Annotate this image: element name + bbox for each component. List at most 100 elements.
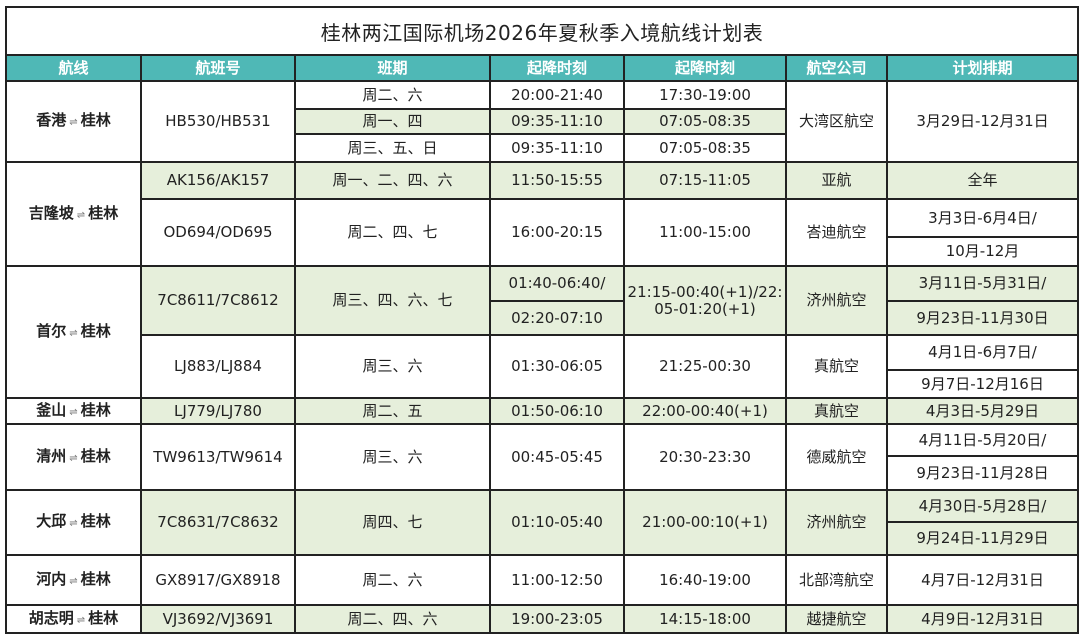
route-cell: 胡志明 ⇌ 桂林 <box>5 604 142 634</box>
table-row: 周一、四 09:35-11:10 07:05-08:35 <box>6 108 1078 135</box>
days-cell: 周一、二、四、六 <box>294 161 491 200</box>
table-row: 大邱 ⇌ 桂林 7C8631/7C8632 周四、七 01:10-05:40 21:… <box>5 489 1079 556</box>
days-cell: 周三、六 <box>294 423 491 491</box>
airline-cell: 德威航空 <box>785 423 888 491</box>
table-row: 釜山 ⇌ 桂林 LJ779/LJ780 周二、五 01:50-06:10 22:00… <box>5 397 1079 425</box>
time-a-cell: 19:00-23:05 <box>489 604 625 634</box>
table-row: 9月7日-12月16日 <box>6 369 1079 399</box>
time-a-cell: 01:10-05:40 <box>489 489 625 556</box>
route-cell: 大邱 ⇌ 桂林 <box>5 489 142 556</box>
time-b-cell: 11:00-15:00 <box>623 198 787 267</box>
flight-cell: VJ3692/VJ3691 <box>140 604 296 634</box>
route-to: 桂林 <box>88 203 119 222</box>
days-cell: 周二、五 <box>294 397 491 425</box>
time-b-cell: 21:25-00:30 <box>623 334 787 399</box>
route-from: 釜山 <box>36 400 67 419</box>
header-time-a: 起降时刻 <box>489 54 625 82</box>
airline-cell: 越捷航空 <box>785 604 888 634</box>
header-days: 班期 <box>294 54 491 82</box>
time-a-cell: 01:40-06:40/ <box>489 265 625 302</box>
flight-cell: TW9613/TW9614 <box>140 423 296 491</box>
period-cell: 4月3日-5月29日 <box>886 397 1079 425</box>
time-a-cell: 11:00-12:50 <box>489 554 625 606</box>
time-b-cell: 14:15-18:00 <box>623 604 787 634</box>
route-to: 桂林 <box>80 321 111 340</box>
header-route: 航线 <box>5 54 142 82</box>
period-cell: 3月3日-6月4日/ <box>886 198 1079 238</box>
days-cell: 周二、四、六 <box>294 604 491 634</box>
exchange-arrow-icon: ⇌ <box>76 209 86 221</box>
flight-cell: LJ779/LJ780 <box>140 397 296 425</box>
exchange-arrow-icon: ⇌ <box>69 406 78 418</box>
table-row: 首尔 ⇌ 桂林 7C8611/7C8612 周三、四、六、七 01:40-06:40… <box>5 265 1079 399</box>
header-airline: 航空公司 <box>785 54 888 82</box>
airline-cell: 济州航空 <box>785 489 888 556</box>
table-row: 9月23日-11月28日 <box>6 455 1079 491</box>
route-from: 胡志明 <box>28 608 74 627</box>
header-row: 航线 航班号 班期 起降时刻 起降时刻 航空公司 计划排期 <box>5 54 1079 82</box>
period-cell: 4月11日-5月20日/ <box>886 423 1079 457</box>
time-b-cell: 07:15-11:05 <box>623 161 787 200</box>
period-cell: 4月30日-5月28日/ <box>886 489 1079 523</box>
route-to: 桂林 <box>88 608 119 627</box>
flight-cell: LJ883/LJ884 <box>140 334 296 399</box>
table-row: 清州 ⇌ 桂林 TW9613/TW9614 周三、六 00:45-05:45 20:… <box>5 423 1079 491</box>
time-b-cell: 07:05-08:35 <box>623 133 787 163</box>
exchange-arrow-icon: ⇌ <box>69 452 78 464</box>
days-cell: 周三、四、六、七 <box>294 265 491 336</box>
flight-cell: 7C8631/7C8632 <box>140 489 296 556</box>
route-from: 清州 <box>36 446 67 465</box>
period-cell: 3月29日-12月31日 <box>886 80 1079 163</box>
period-cell: 9月23日-11月30日 <box>886 300 1079 336</box>
time-a-cell: 02:20-07:10 <box>489 300 625 336</box>
time-b-cell: 20:30-23:30 <box>623 423 787 491</box>
time-a-cell: 16:00-20:15 <box>489 198 625 267</box>
days-cell: 周二、六 <box>294 80 491 110</box>
flight-cell: OD694/OD695 <box>140 198 296 267</box>
days-cell: 周二、四、七 <box>294 198 491 267</box>
period-cell: 9月24日-11月29日 <box>886 521 1079 556</box>
airline-cell: 济州航空 <box>785 265 888 336</box>
table-row: 香港 ⇌ 桂林 HB530/HB531 周二、六 20:00-21:40 17:30… <box>5 80 1079 163</box>
table-row: 10月-12月 <box>6 236 1079 267</box>
airline-cell: 真航空 <box>785 334 888 399</box>
table-row: LJ883/LJ884 周三、六 01:30-06:05 21:25-00:30… <box>6 334 1079 399</box>
time-b-cell: 22:00-00:40(+1) <box>623 397 787 425</box>
route-to: 桂林 <box>80 512 111 530</box>
time-a-cell: 00:45-05:45 <box>489 423 625 491</box>
period-cell: 全年 <box>886 161 1079 200</box>
route-from: 首尔 <box>36 321 67 340</box>
flight-cell: 7C8611/7C8612 <box>140 265 296 336</box>
airline-cell: 北部湾航空 <box>785 554 888 606</box>
route-from: 大邱 <box>36 512 67 530</box>
table-row: 胡志明 ⇌ 桂林 VJ3692/VJ3691 周二、四、六 19:00-23:05 … <box>5 604 1079 634</box>
table-row: 周三、五、日 09:35-11:10 07:05-08:35 <box>6 133 1078 163</box>
header-flight: 航班号 <box>140 54 296 82</box>
exchange-arrow-icon: ⇌ <box>69 575 78 587</box>
time-b-cell: 16:40-19:00 <box>623 554 787 606</box>
route-to: 桂林 <box>80 111 111 129</box>
route-cell: 釜山 ⇌ 桂林 <box>5 397 142 425</box>
route-schedule-table: 航线 航班号 班期 起降时刻 起降时刻 航空公司 计划排期 香港 ⇌ 桂林 HB53… <box>5 54 1079 634</box>
table-row: 吉隆坡 ⇌ 桂林 AK156/AK157 周一、二、四、六 11:50-15:55 … <box>5 161 1079 267</box>
exchange-arrow-icon: ⇌ <box>69 327 78 339</box>
exchange-arrow-icon: ⇌ <box>76 614 86 626</box>
route-cell: 香港 ⇌ 桂林 <box>5 80 142 163</box>
days-cell: 周一、四 <box>294 108 491 135</box>
route-to: 桂林 <box>80 569 111 588</box>
period-cell: 9月23日-11月28日 <box>886 455 1079 491</box>
flight-cell: AK156/AK157 <box>140 161 296 200</box>
days-cell: 周四、七 <box>294 489 491 556</box>
header-period: 计划排期 <box>886 54 1079 82</box>
period-cell: 10月-12月 <box>886 236 1079 267</box>
route-from: 香港 <box>36 111 67 129</box>
page-title: 桂林两江国际机场2026年夏秋季入境航线计划表 <box>5 6 1079 55</box>
table-row: OD694/OD695 周二、四、七 16:00-20:15 11:00-15:… <box>6 198 1079 267</box>
flight-cell: GX8917/GX8918 <box>140 554 296 606</box>
route-cell: 吉隆坡 ⇌ 桂林 <box>5 161 142 267</box>
airline-cell: 亚航 <box>785 161 888 200</box>
period-cell: 9月7日-12月16日 <box>886 369 1079 399</box>
time-a-cell: 20:00-21:40 <box>489 80 625 110</box>
route-to: 桂林 <box>80 446 111 465</box>
time-b-cell: 07:05-08:35 <box>623 108 787 135</box>
